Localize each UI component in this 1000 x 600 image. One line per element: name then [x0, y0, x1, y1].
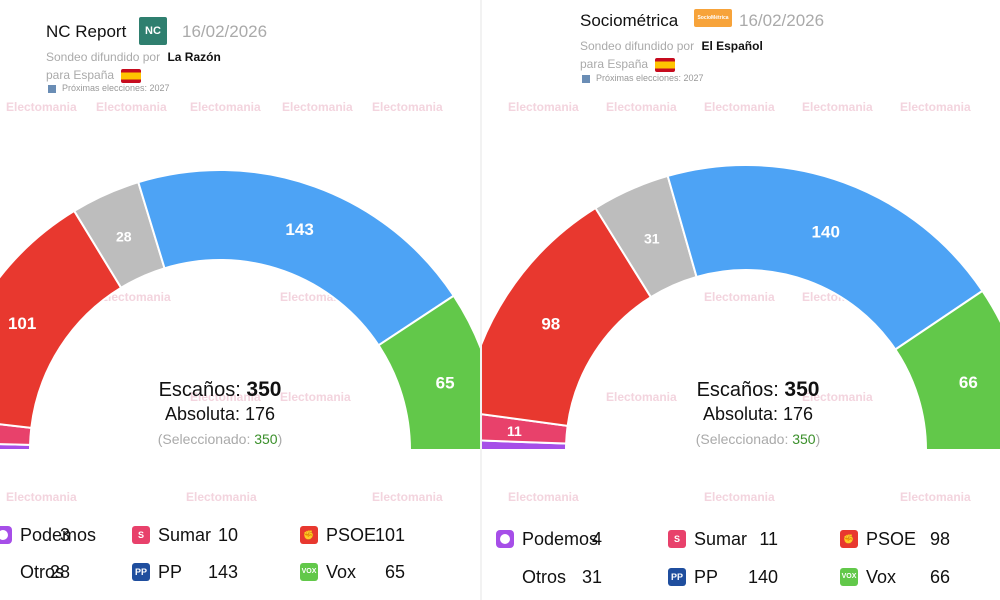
legend-item-psoe[interactable]: ✊ PSOE 101: [300, 523, 470, 547]
legend-item-psoe[interactable]: ✊ PSOE 98: [840, 527, 1000, 551]
slice-label-pp: 140: [812, 223, 840, 242]
ballot-box-icon: [48, 84, 56, 93]
sumar-logo-icon: S: [668, 530, 686, 548]
poll-date: 16/02/2026: [739, 11, 825, 30]
legend-seat-count: 4: [591, 529, 602, 549]
legend-seat-count: 3: [59, 525, 70, 545]
legend-party-name: Otros: [522, 567, 567, 587]
pollster-name: NC Report: [46, 22, 127, 41]
legend-party-name: PSOE: [326, 525, 377, 545]
slice-label-psoe: 98: [541, 315, 560, 334]
slice-label-otros: 28: [116, 229, 132, 245]
slice-label-vox: 65: [436, 373, 455, 392]
slice-label-vox: 66: [959, 373, 978, 392]
legend-seat-count: 66: [929, 567, 950, 587]
legend-party-name: Podemos: [522, 529, 599, 549]
next-elections: Próximas elecciones: 2027: [582, 73, 704, 83]
region-label: para España: [580, 57, 649, 71]
poll-source-line: Sondeo difundido por La Razón: [46, 47, 221, 67]
legend-party-name: PSOE: [866, 529, 917, 549]
absolute-majority: Absoluta: 176: [164, 404, 276, 424]
otros-logo-icon: [0, 563, 12, 581]
slice-label-psoe: 101: [8, 314, 36, 333]
pp-logo-icon: PP: [132, 563, 150, 581]
seats-total: Escaños: 350: [158, 378, 282, 401]
slice-vox[interactable]: [377, 294, 480, 451]
legend-item-pp[interactable]: PP PP 143: [132, 560, 302, 584]
seat-hemicycle-chart: 101 28 143 65: [0, 169, 480, 451]
panel-divider: [480, 0, 482, 600]
source-media[interactable]: El Español: [701, 39, 763, 53]
slice-vox[interactable]: [893, 289, 1000, 451]
slice-label-sumar: 11: [507, 423, 522, 439]
next-elections: Próximas elecciones: 2027: [48, 83, 170, 93]
legend-seat-count: 65: [384, 562, 405, 582]
source-prefix: Sondeo difundido por: [580, 39, 695, 53]
pollster-logo: SocioMétrica: [694, 9, 732, 27]
poll-region-line: para España: [46, 65, 142, 85]
legend-item-vox[interactable]: VOX Vox 66: [840, 565, 1000, 589]
slice-label-pp: 143: [285, 220, 313, 239]
legend-seat-count: 31: [581, 567, 602, 587]
slice-pp[interactable]: [666, 164, 984, 351]
podemos-logo-icon: [0, 526, 12, 544]
poll-panel-sociometrica: Electomania Electomania Electomania Electom…: [482, 0, 1000, 600]
legend-item-vox[interactable]: VOX Vox 65: [300, 560, 470, 584]
legend-party-name: Sumar: [158, 525, 212, 545]
sumar-logo-icon: S: [132, 526, 150, 544]
legend-item-sumar[interactable]: S Sumar 10: [132, 523, 302, 547]
legend-seat-count: 28: [49, 562, 70, 582]
legend-item-otros[interactable]: Otros 31: [496, 565, 666, 589]
legend-seat-count: 140: [747, 567, 778, 587]
pollster-logo: NC: [139, 17, 167, 45]
legend-seat-count: 98: [929, 529, 950, 549]
legend-item-sumar[interactable]: S Sumar 11: [668, 527, 838, 551]
source-media[interactable]: La Razón: [167, 50, 221, 64]
legend-party-name: Vox: [866, 567, 897, 587]
legend-seat-count: 143: [207, 562, 238, 582]
legend-item-pp[interactable]: PP PP 140: [668, 565, 838, 589]
pollster-name: Sociométrica: [580, 11, 679, 30]
selected-seats: (Seleccionado: 350): [695, 431, 821, 447]
pp-logo-icon: PP: [668, 568, 686, 586]
vox-logo-icon: VOX: [300, 563, 318, 581]
psoe-logo-icon: ✊: [300, 526, 318, 544]
psoe-logo-icon: ✊: [840, 530, 858, 548]
legend-item-otros[interactable]: Otros 28: [0, 560, 164, 584]
poll-source-line: Sondeo difundido por El Español: [580, 36, 763, 56]
selected-seats: (Seleccionado: 350): [157, 431, 283, 447]
legend-seat-count: 10: [217, 525, 238, 545]
legend-party-name: PP: [158, 562, 183, 582]
legend-item-podemos[interactable]: Podemos 4: [496, 527, 666, 551]
legend-item-podemos[interactable]: Podemos 3: [0, 523, 164, 547]
vox-logo-icon: VOX: [840, 568, 858, 586]
legend-party-name: Sumar: [694, 529, 748, 549]
source-prefix: Sondeo difundido por: [46, 50, 161, 64]
poll-region-line: para España: [580, 54, 676, 74]
legend-seat-count: 101: [374, 525, 405, 545]
slice-label-otros: 31: [644, 230, 660, 246]
spain-flag-icon: [655, 57, 676, 72]
legend-seat-count: 11: [759, 529, 778, 549]
seats-total: Escaños: 350: [696, 378, 820, 401]
legend-party-name: Otros: [20, 562, 65, 582]
absolute-majority: Absoluta: 176: [702, 404, 814, 424]
spain-flag-icon: [121, 68, 142, 83]
seat-hemicycle-chart: 11 98 31 140 66: [482, 164, 1000, 451]
ballot-box-icon: [582, 74, 590, 83]
poll-panel-nc-report: Electomania Electomania Electomania Electom…: [0, 0, 480, 600]
legend-party-name: Vox: [326, 562, 357, 582]
region-label: para España: [46, 68, 115, 82]
otros-logo-icon: [496, 568, 514, 586]
legend-party-name: PP: [694, 567, 719, 587]
podemos-logo-icon: [496, 530, 514, 548]
legend-party-name: Podemos: [20, 525, 97, 545]
poll-date: 16/02/2026: [182, 22, 268, 41]
slice-pp[interactable]: [137, 169, 456, 347]
